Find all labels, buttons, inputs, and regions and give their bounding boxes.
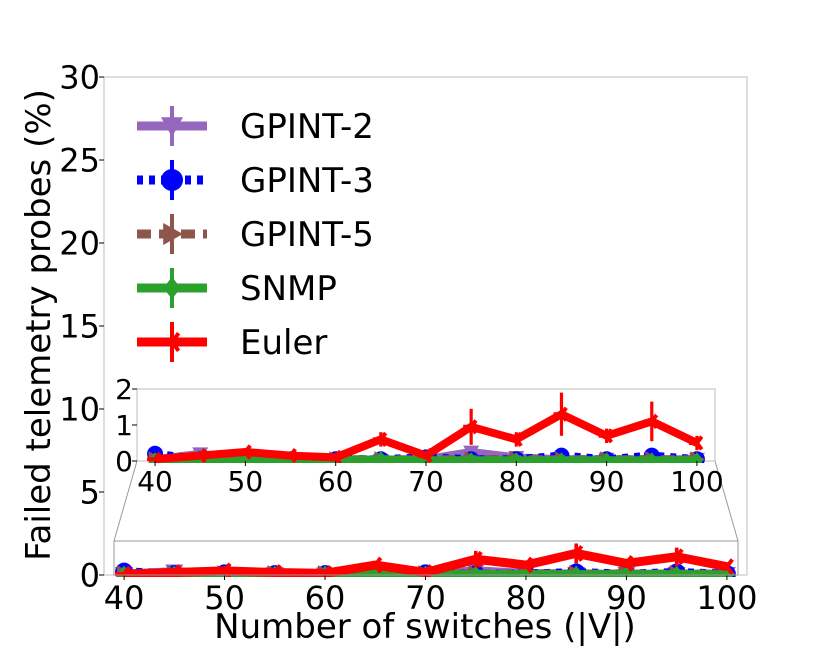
main-snmp-point <box>468 565 483 577</box>
main-y-tick-label: 15 <box>59 308 100 346</box>
main-y-tick-label: 5 <box>80 474 100 512</box>
legend-gpint-3-swatch-marker <box>161 169 183 191</box>
inset-x-tick-label: 90 <box>589 465 625 498</box>
inset-euler-point <box>463 419 478 435</box>
inset-euler-point <box>508 431 523 447</box>
legend: GPINT-2 GPINT-3 GPINT-5 SNMP Euler <box>137 106 374 363</box>
legend-euler-swatch-marker <box>161 332 181 352</box>
inset-x-tick-label: 100 <box>670 465 723 498</box>
inset-euler-point <box>598 428 614 444</box>
main-y-tick-label: 10 <box>59 391 100 429</box>
main-x-tick-label: 50 <box>204 579 245 617</box>
inset-euler-point <box>237 444 252 460</box>
main-y-tick-label: 25 <box>59 142 100 180</box>
inset-euler-point <box>192 448 207 463</box>
main-euler-point <box>265 564 282 577</box>
inset-euler-point <box>418 448 433 463</box>
inset-x-tick-label: 80 <box>498 465 534 498</box>
inset-snmp-point <box>600 452 614 463</box>
inset-euler-point <box>282 448 297 463</box>
inset-x-tick-label: 50 <box>228 465 264 498</box>
legend-euler-label: Euler <box>240 323 327 363</box>
inset-euler-point <box>372 431 388 447</box>
main-euler-point <box>165 564 182 577</box>
main-euler-point <box>516 556 533 574</box>
legend-snmp-label: SNMP <box>240 269 337 309</box>
main-euler-point <box>215 562 232 577</box>
main-euler-point <box>617 554 634 572</box>
inset-snmp-point <box>509 452 523 463</box>
main-y-tick-label: 30 <box>59 59 100 97</box>
inset-x-tick-label: 60 <box>318 465 354 498</box>
inset-x-tick-label: 70 <box>408 465 444 498</box>
main-x-tick-label: 80 <box>506 579 547 617</box>
main-frame <box>103 76 748 576</box>
main-euler-point <box>667 548 684 566</box>
main-y-tick-label: 20 <box>59 225 100 263</box>
legend-gpint-5-label: GPINT-5 <box>240 215 374 255</box>
main-x-tick-label: 60 <box>305 579 346 617</box>
legend-snmp-swatch-marker <box>163 277 181 299</box>
main-x-tick-label: 100 <box>696 579 757 617</box>
inset-euler-point <box>643 413 659 429</box>
inset-y-tick-label: 0 <box>115 445 133 478</box>
main-euler-point <box>416 564 433 577</box>
legend-gpint-3-label: GPINT-3 <box>240 161 374 201</box>
main-snmp-point <box>619 565 634 577</box>
main-euler-point <box>466 550 483 568</box>
zoom-indicator-rect <box>113 540 739 576</box>
main-y-tick-label: 0 <box>80 557 100 595</box>
legend-gpint-2-label: GPINT-2 <box>240 107 374 147</box>
zoom-connector-left <box>113 460 138 542</box>
main-euler-point <box>366 556 383 574</box>
inset-plot: 40 50 60 70 80 90 100 012 <box>115 373 723 498</box>
inset-euler-point <box>327 449 343 463</box>
main-x-tick-label: 70 <box>405 579 446 617</box>
main-x-tick-label: 40 <box>104 579 145 617</box>
inset-y-tick-label: 1 <box>115 409 133 442</box>
inset-euler-point <box>553 406 568 422</box>
inset-snmp-point <box>690 452 704 463</box>
zoom-connector-right <box>714 460 739 542</box>
y-axis-label: Failed telemetry probes (%) <box>19 89 59 561</box>
zoom-connector-lines <box>113 460 739 576</box>
main-snmp-point <box>518 565 534 577</box>
inset-euler-point <box>688 435 704 451</box>
inset-snmp-point <box>645 452 659 463</box>
legend-gpint-5-swatch-marker <box>163 223 183 245</box>
main-x-tick-label: 90 <box>606 579 647 617</box>
main-snmp-point <box>669 565 684 577</box>
inset-snmp-point <box>555 452 568 463</box>
main-snmp-point <box>569 565 584 577</box>
main-euler-point <box>567 545 584 562</box>
inset-snmp-point <box>464 452 478 463</box>
main-euler-point <box>717 558 734 576</box>
inset-x-tick-label: 40 <box>137 465 173 498</box>
inset-snmp-point <box>238 452 252 463</box>
legend-gpint-2-swatch-marker <box>161 117 183 137</box>
inset-y-tick-label: 2 <box>115 373 133 406</box>
inset-snmp-point <box>374 451 388 463</box>
x-axis-label: Number of switches (|V|) <box>214 607 636 646</box>
main-snmp-point <box>368 565 383 577</box>
inset-euler-point <box>147 451 162 463</box>
